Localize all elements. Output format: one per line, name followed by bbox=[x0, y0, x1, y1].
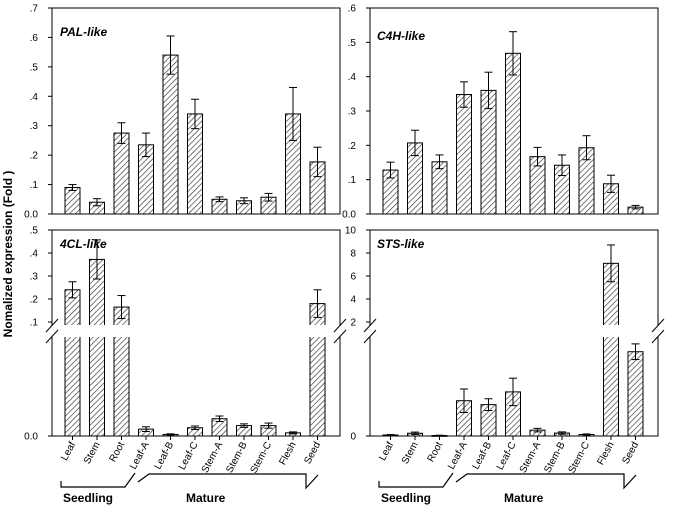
category-label-4cl-leaf: Leaf bbox=[59, 440, 78, 463]
ytick-label-c4h-2: .2 bbox=[348, 141, 357, 152]
bar-sts-flesh bbox=[603, 262, 619, 437]
panel-title-c4h: C4H-like bbox=[377, 29, 425, 43]
category-label-4cl-leaf-c: Leaf-C bbox=[177, 440, 201, 472]
ytick-label-4cl-1: .1 bbox=[30, 318, 39, 329]
bar-4cl-stem bbox=[89, 258, 105, 437]
group-label-seedling-right: Seedling bbox=[381, 491, 431, 505]
category-label-4cl-flesh: Flesh bbox=[277, 440, 298, 467]
axis-break-gap-sts bbox=[364, 325, 664, 337]
group-brackets bbox=[60, 472, 637, 490]
axis-break-mark-bottom-4cl-0 bbox=[45, 329, 59, 344]
category-label-4cl-stem-b: Stem-B bbox=[224, 440, 250, 475]
axis-break-mark-top-sts-1 bbox=[651, 318, 665, 333]
axis-break-mark-top-4cl-1 bbox=[333, 318, 347, 333]
ytick-label-c4h-0: 0.0 bbox=[342, 210, 356, 221]
ytick-label-sts-2: 4 bbox=[350, 295, 356, 306]
ytick-label-sts-0: 0 bbox=[350, 432, 356, 443]
ytick-label-4cl-4: .4 bbox=[30, 249, 39, 260]
category-label-sts-leaf-c: Leaf-C bbox=[495, 440, 519, 472]
ytick-label-sts-5: 10 bbox=[345, 226, 357, 237]
category-label-sts-stem-b: Stem-B bbox=[542, 440, 568, 475]
ytick-label-pal-4: .4 bbox=[30, 92, 39, 103]
ytick-label-c4h-5: .5 bbox=[348, 38, 357, 49]
ytick-label-pal-3: .3 bbox=[30, 121, 39, 132]
category-label-sts-stem-c: Stem-C bbox=[567, 440, 593, 475]
ytick-label-c4h-6: .6 bbox=[348, 4, 357, 15]
bar-pal-leaf bbox=[64, 187, 81, 215]
bar-c4h-root bbox=[431, 161, 448, 215]
category-label-4cl-stem-c: Stem-C bbox=[249, 440, 275, 475]
axis-break-mark-bottom-sts-0 bbox=[363, 329, 377, 344]
group-label-mature-left: Mature bbox=[186, 491, 226, 505]
category-label-sts-leaf-b: Leaf-B bbox=[471, 440, 495, 471]
bar-sts-seed bbox=[627, 351, 644, 437]
axis-break-mark-bottom-4cl-1 bbox=[333, 329, 347, 344]
category-label-4cl-root: Root bbox=[108, 440, 128, 464]
ytick-label-4cl-2: .2 bbox=[30, 295, 39, 306]
bar-4cl-seed bbox=[309, 303, 326, 437]
ytick-label-c4h-3: .3 bbox=[348, 107, 357, 118]
ytick-label-4cl-3: .3 bbox=[30, 272, 39, 283]
category-label-sts-seed: Seed bbox=[620, 440, 641, 466]
bar-c4h-leaf-c bbox=[505, 52, 521, 215]
ytick-label-pal-6: .6 bbox=[30, 33, 39, 44]
category-label-4cl-stem-a: Stem-A bbox=[200, 440, 226, 475]
category-label-sts-stem-a: Stem-A bbox=[518, 440, 544, 475]
category-label-sts-stem: Stem bbox=[400, 440, 421, 466]
category-label-4cl-stem: Stem bbox=[82, 440, 103, 466]
ytick-label-c4h-4: .4 bbox=[348, 72, 357, 83]
ytick-label-pal-1: .1 bbox=[30, 180, 39, 191]
chart-marks: 0.0 .1 .2 .3 .4 .5 .6 .7 0.0 .1 .2 .3 .4 .5 .6 0.0 .1 .2.… bbox=[24, 4, 665, 475]
ytick-label-sts-3: 6 bbox=[350, 272, 356, 283]
axis-break-gap-4cl bbox=[46, 325, 346, 337]
axis-break-mark-top-sts-0 bbox=[363, 318, 377, 333]
ytick-label-sts-4: 8 bbox=[350, 249, 356, 260]
panel-title-sts: STS-like bbox=[377, 237, 425, 251]
category-label-4cl-leaf-a: Leaf-A bbox=[128, 440, 152, 471]
ytick-label-pal-5: .5 bbox=[30, 62, 39, 73]
category-label-sts-leaf-a: Leaf-A bbox=[446, 440, 470, 471]
ytick-label-sts-1: 2 bbox=[350, 318, 356, 329]
bar-c4h-leaf-a bbox=[456, 94, 472, 215]
ytick-label-c4h-1: .1 bbox=[348, 175, 357, 186]
bar-pal-leaf-b bbox=[162, 54, 179, 215]
ytick-label-4cl-0: 0.0 bbox=[24, 432, 38, 443]
category-label-4cl-leaf-b: Leaf-B bbox=[153, 440, 177, 471]
category-label-sts-flesh: Flesh bbox=[595, 440, 616, 467]
axis-break-mark-top-4cl-0 bbox=[45, 318, 59, 333]
ytick-label-pal-2: .2 bbox=[30, 151, 39, 162]
panel-title-4cl: 4CL-like bbox=[59, 237, 107, 251]
category-label-sts-root: Root bbox=[426, 440, 446, 464]
group-label-seedling-left: Seedling bbox=[63, 491, 113, 505]
y-axis-label: Nomalized expression (Fold ) bbox=[1, 171, 15, 338]
group-label-mature-right: Mature bbox=[504, 491, 544, 505]
ytick-label-4cl-5: .5 bbox=[30, 226, 39, 237]
ytick-label-pal-7: .7 bbox=[30, 4, 39, 15]
panel-title-pal: PAL-like bbox=[60, 25, 107, 39]
category-label-sts-leaf: Leaf bbox=[377, 440, 396, 463]
category-label-4cl-seed: Seed bbox=[302, 440, 323, 466]
bar-4cl-leaf bbox=[64, 289, 81, 437]
bar-pal-root bbox=[113, 132, 130, 215]
ytick-label-pal-0: 0.0 bbox=[24, 210, 38, 221]
axis-break-mark-bottom-sts-1 bbox=[651, 329, 665, 344]
